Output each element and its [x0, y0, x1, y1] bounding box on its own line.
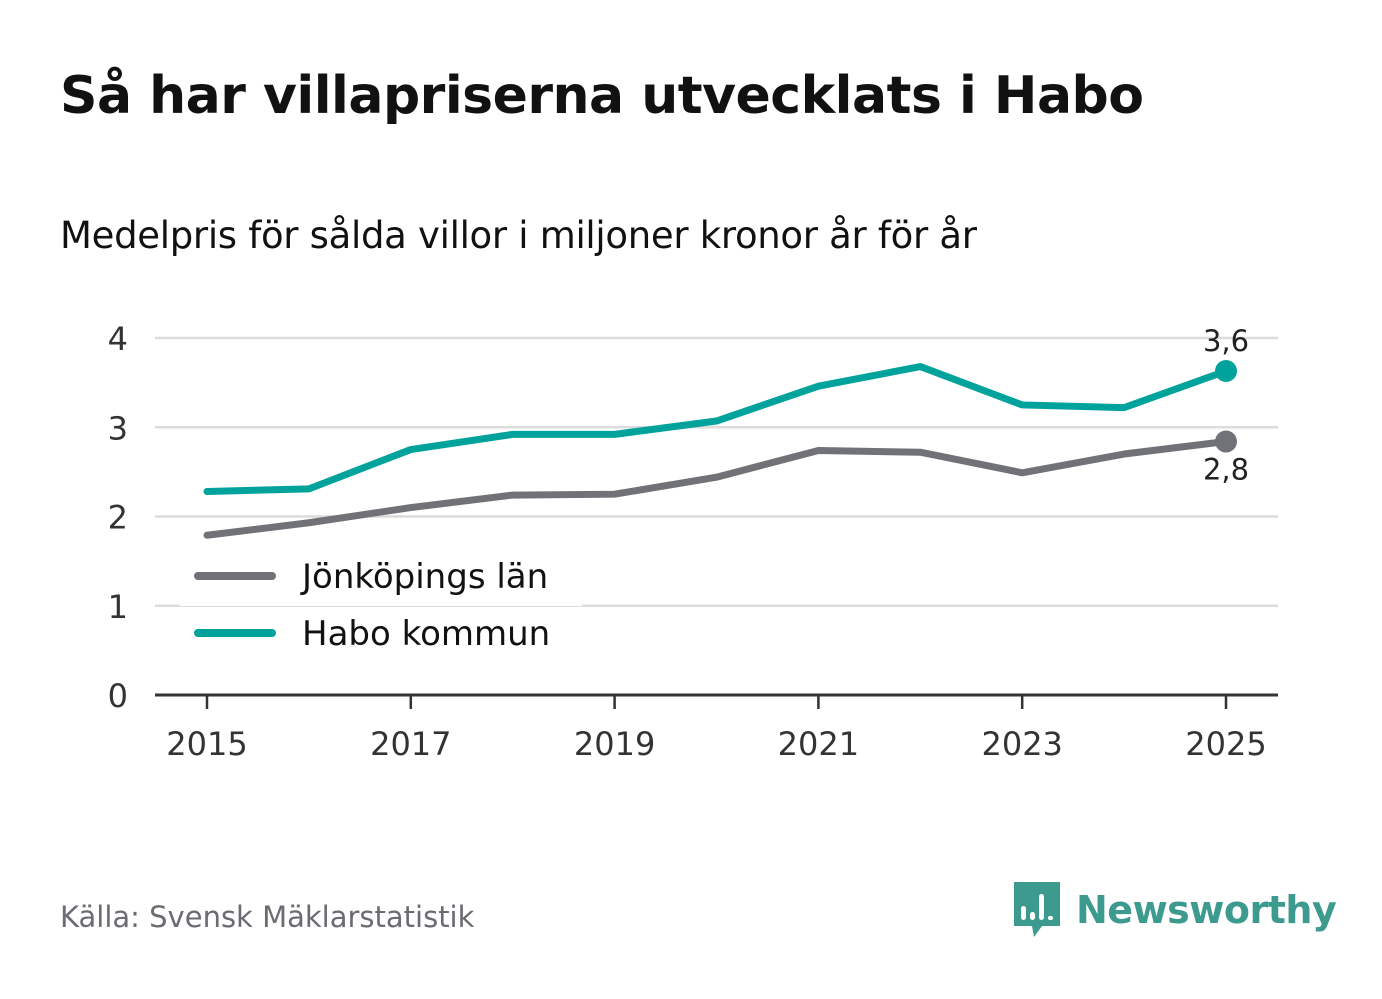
legend-label: Jönköpings län [300, 557, 548, 597]
series-line [203, 438, 1230, 539]
label-layer: 2,8 3,6 [1203, 324, 1249, 487]
source-note: Källa: Svensk Mäklarstatistik [60, 900, 475, 934]
legend-label: Habo kommun [302, 614, 550, 654]
y-tick-label: 3 [108, 409, 128, 447]
series-end-label: 2,8 [1203, 453, 1249, 487]
brand-name: Newsworthy [1076, 888, 1337, 932]
y-tick-label: 2 [108, 499, 128, 537]
chart-title: Så har villapriserna utvecklats i Habo [60, 66, 1144, 126]
bar-chart-icon [1014, 882, 1060, 937]
series-end-marker [1215, 430, 1237, 453]
series-layer [203, 360, 1237, 539]
x-tick-label: 2023 [981, 725, 1062, 763]
x-tick-label: 2019 [574, 725, 655, 763]
series-line [203, 363, 1230, 496]
y-tick-label: 1 [108, 588, 128, 626]
x-tick-label: 2021 [778, 725, 859, 763]
x-tick-label: 2025 [1185, 725, 1266, 763]
x-tick-label: 2015 [166, 725, 247, 763]
axis-layer: 0 1 2 3 4 2015 2017 2019 2021 2023 2025 [108, 320, 1278, 763]
series-end-label: 3,6 [1203, 324, 1249, 358]
y-tick-label: 4 [108, 320, 128, 358]
x-tick-label: 2017 [370, 725, 451, 763]
chart-subtitle: Medelpris för sålda villor i miljoner kr… [60, 214, 977, 257]
series-end-marker [1215, 360, 1237, 383]
brand-logo[interactable]: Newsworthy [1012, 880, 1337, 940]
legend-layer: Jönköpings län Habo kommun [180, 550, 582, 654]
y-tick-label: 0 [108, 677, 128, 715]
